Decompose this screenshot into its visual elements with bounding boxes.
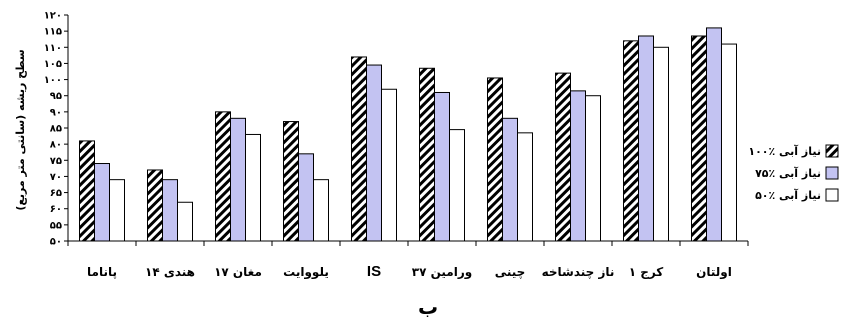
y-tick-label: ۸۵ xyxy=(50,124,62,135)
bar-50-4 xyxy=(381,88,397,242)
y-tick-label: ۱۰۰ xyxy=(44,75,62,86)
y-tick-label: ۱۱۰ xyxy=(44,43,62,54)
bar-100-6 xyxy=(487,77,503,242)
y-tick-label: ۶۵ xyxy=(50,188,62,199)
x-category-label: ورامین ۳۷ xyxy=(412,265,472,280)
y-tick-label: ۶۰ xyxy=(50,204,62,215)
x-category-label: ناز چندشاخه xyxy=(542,265,615,279)
legend-swatch xyxy=(825,166,839,180)
bar-100-1 xyxy=(147,169,163,242)
bar-100-2 xyxy=(215,111,231,242)
bar-75-6 xyxy=(502,117,518,242)
y-tick-label: ۵۵ xyxy=(50,220,62,231)
bar-100-3 xyxy=(283,121,299,242)
y-tick-label: ۱۲۰ xyxy=(44,11,62,22)
legend-label: ۵۰٪ نیاز آبی xyxy=(755,188,821,202)
bar-100-8 xyxy=(623,40,639,242)
bar-75-1 xyxy=(162,179,178,242)
y-tick-label: ۱۱۵ xyxy=(44,27,62,38)
bar-50-0 xyxy=(109,179,125,242)
bar-50-7 xyxy=(585,95,601,242)
bar-75-8 xyxy=(638,35,654,242)
y-tick-label: ۹۵ xyxy=(50,91,62,102)
y-tick-label: ۵۰ xyxy=(50,237,62,248)
bar-100-9 xyxy=(691,35,707,242)
bar-100-4 xyxy=(351,56,367,242)
x-category-label: چینی xyxy=(495,265,526,279)
bar-75-0 xyxy=(94,163,110,242)
y-tick-label: ۱۰۵ xyxy=(44,59,62,70)
bar-100-0 xyxy=(79,140,95,242)
bar-50-1 xyxy=(177,201,193,242)
bar-75-5 xyxy=(434,91,450,242)
bar-75-4 xyxy=(366,64,382,242)
bar-75-3 xyxy=(298,153,314,242)
bar-75-2 xyxy=(230,117,246,242)
bar-100-5 xyxy=(419,67,435,242)
bar-75-9 xyxy=(706,27,722,242)
bar-50-8 xyxy=(653,46,669,242)
y-axis-ticks: ۵۰ ۵۵ ۶۰ ۶۵ ۷۰ ۷۵ ۸۰ ۸۵ ۹۰ ۹۵ ۱۰۰ ۱۰۵ ۱۱۰ ۱۱۵ ۱۲۰ xyxy=(44,11,68,248)
y-tick-label: ۹۰ xyxy=(50,107,62,118)
x-axis-labels: پاناما هندی ۱۴ مغان ۱۷ یلووایت IS ورامین ۳۷ چی… xyxy=(87,263,732,280)
legend-label: ۱۰۰٪ نیاز آبی xyxy=(748,144,821,158)
x-category-label: مغان ۱۷ xyxy=(214,265,262,279)
y-tick-label: ۷۰ xyxy=(50,172,62,183)
bar-50-2 xyxy=(245,133,261,242)
chart-bars xyxy=(79,27,737,242)
y-tick-label: ۷۵ xyxy=(50,156,62,167)
bar-100-7 xyxy=(555,72,571,242)
bar-50-5 xyxy=(449,129,465,242)
bar-50-9 xyxy=(721,43,737,242)
x-category-label: هندی ۱۴ xyxy=(145,265,195,279)
x-category-label: پاناما xyxy=(87,265,117,279)
legend-label: ۷۵٪ نیاز آبی xyxy=(755,166,821,180)
x-category-label: IS xyxy=(367,263,381,280)
legend: ۱۰۰٪ نیاز آبی ۷۵٪ نیاز آبی ۵۰٪ نیاز آبی xyxy=(748,144,839,202)
bar-50-6 xyxy=(517,132,533,242)
x-category-label: اولتان xyxy=(696,265,732,280)
bar-50-3 xyxy=(313,179,329,242)
figure-caption: ب xyxy=(418,295,438,319)
bar-75-7 xyxy=(570,90,586,242)
x-category-label: یلووایت xyxy=(283,265,329,280)
y-axis-label: سطح ریشه (سانتی متر مربع) xyxy=(14,49,27,210)
legend-swatch xyxy=(825,188,839,202)
legend-swatch xyxy=(825,144,839,158)
y-tick-label: ۸۰ xyxy=(50,140,62,151)
x-category-label: کرج ۱ xyxy=(629,265,664,279)
